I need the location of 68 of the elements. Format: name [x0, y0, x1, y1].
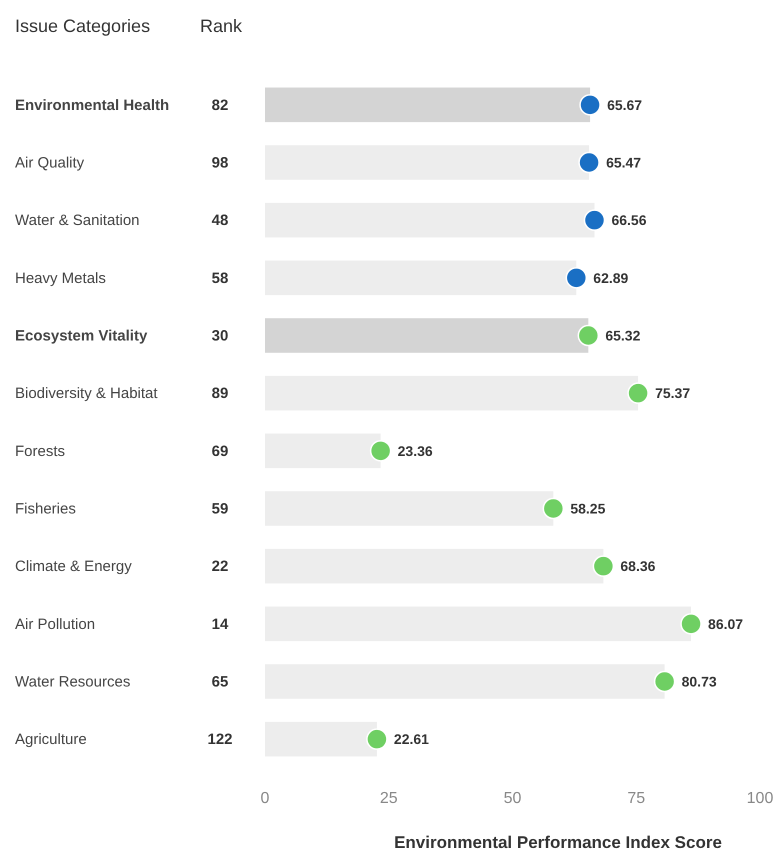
x-tick-label: 25: [380, 790, 398, 807]
y-tick-label: Water Resources: [15, 674, 130, 690]
bar: [265, 548, 604, 584]
y-tick-label: Ecosystem Vitality: [15, 328, 148, 344]
data-label: 22.61: [394, 731, 430, 748]
y2-axis-title: Rank: [200, 16, 244, 36]
x-tick-label: 75: [627, 790, 646, 807]
y2-tick-label: 22: [212, 558, 228, 576]
y2-tick-label: 89: [212, 385, 228, 402]
data-label: 62.89: [593, 270, 629, 286]
point: [578, 324, 600, 346]
point: [680, 613, 702, 635]
bar: [265, 664, 665, 699]
y-tick-label: Fisheries: [15, 500, 76, 518]
x-axis-title: Environmental Performance Index Score: [394, 833, 722, 852]
data-label: 80.73: [682, 674, 717, 690]
bar: [265, 88, 590, 122]
y-tick-label: Air Pollution: [15, 616, 96, 633]
bar: [265, 434, 381, 468]
y2-tick-label: 69: [212, 442, 228, 460]
data-label: 68.36: [620, 558, 656, 574]
data-label: 66.56: [611, 212, 647, 228]
data-label: 75.37: [655, 385, 690, 402]
data-label: 23.36: [398, 442, 433, 459]
y2-tick-label: 122: [207, 731, 233, 748]
bar: [265, 202, 594, 238]
data-label: 86.07: [708, 616, 744, 632]
data-label: 65.32: [605, 328, 641, 344]
y2-tick-label: 98: [212, 154, 228, 172]
y2-tick-label: 59: [212, 500, 228, 518]
data-label: 65.47: [606, 154, 642, 170]
bar: [265, 260, 576, 296]
point: [627, 382, 649, 404]
y2-tick-label: 65: [212, 674, 228, 690]
x-tick-label: 50: [504, 790, 522, 807]
y2-tick-label: 14: [212, 616, 229, 633]
point: [370, 440, 392, 462]
point: [578, 152, 600, 174]
y2-tick-label: 82: [212, 96, 228, 114]
point: [579, 94, 601, 116]
x-tick-label: 0: [260, 790, 270, 807]
y-tick-label: Environmental Health: [15, 96, 170, 114]
data-label: 58.25: [570, 500, 606, 516]
y2-tick-label: 30: [212, 328, 228, 344]
point: [584, 209, 606, 231]
y-tick-label: Climate & Energy: [15, 558, 132, 576]
bar: [265, 606, 692, 642]
y-tick-label: Forests: [15, 442, 66, 460]
y2-tick-label: 58: [212, 270, 228, 287]
y-tick-label: Agriculture: [15, 731, 87, 748]
y-tick-label: Air Quality: [15, 154, 85, 172]
y2-tick-label: 48: [212, 212, 228, 230]
y-axis-title: Issue Categories: [15, 16, 150, 36]
y-tick-label: Heavy Metals: [15, 270, 106, 287]
point: [542, 498, 564, 520]
bar: [265, 318, 588, 353]
y-tick-label: Biodiversity & Habitat: [15, 385, 158, 402]
bar: [265, 145, 590, 180]
y-tick-label: Water & Sanitation: [15, 212, 140, 230]
point: [566, 267, 588, 289]
point: [366, 728, 388, 750]
point: [592, 555, 614, 577]
bar: [265, 722, 377, 756]
x-tick-label: 100: [746, 790, 774, 807]
point: [654, 670, 676, 692]
bar: [265, 376, 638, 410]
bar: [265, 491, 554, 526]
data-label: 65.67: [607, 96, 642, 113]
